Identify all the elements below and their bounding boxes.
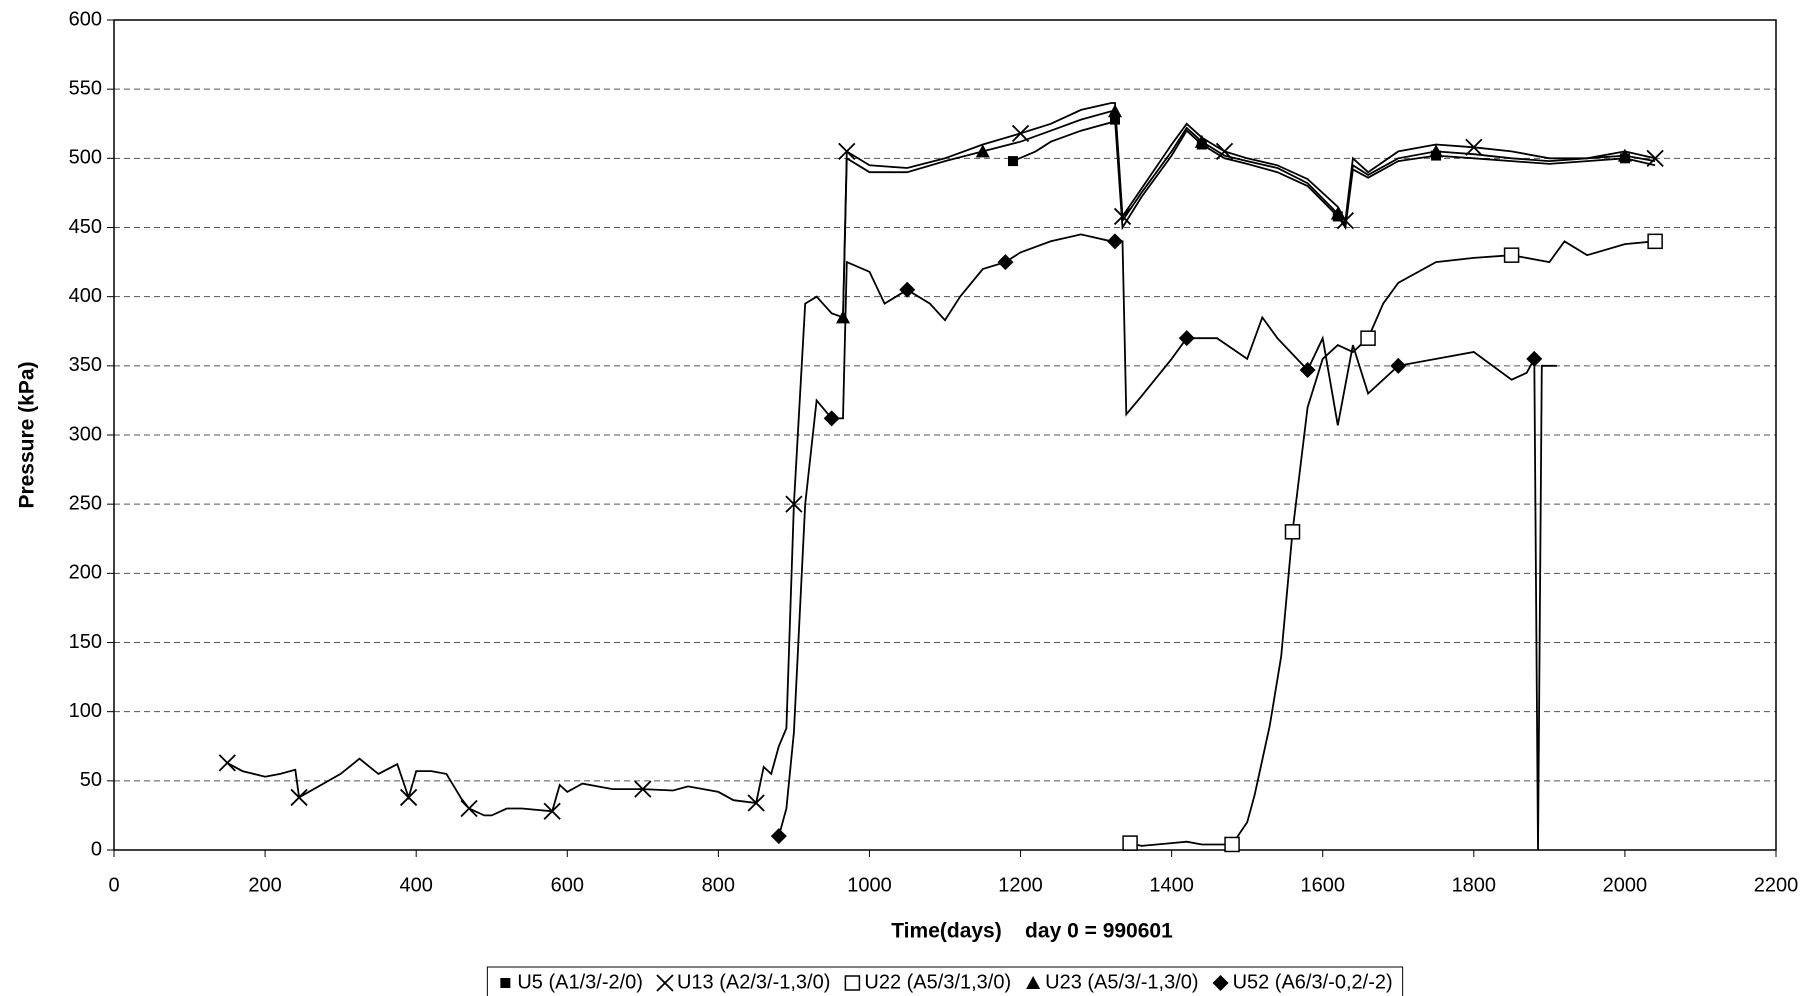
- marker: [975, 144, 990, 158]
- x-tick-label: 1200: [998, 874, 1043, 896]
- marker: [1212, 975, 1229, 991]
- x-tick-label: 1600: [1300, 874, 1345, 896]
- marker: [836, 310, 851, 324]
- x-tick-label: 800: [702, 874, 735, 896]
- marker: [997, 254, 1014, 271]
- x-axis-title: Time(days) day 0 = 990601: [891, 920, 1173, 943]
- marker: [399, 788, 418, 807]
- legend-label: U22 (A5/3/1,3/0): [864, 971, 1011, 993]
- marker: [1330, 206, 1345, 220]
- marker: [1503, 247, 1520, 263]
- marker: [1646, 149, 1664, 167]
- marker: [1107, 104, 1122, 118]
- series-line: [777, 233, 1557, 851]
- marker: [1011, 124, 1030, 143]
- y-tick-label: 600: [69, 8, 102, 30]
- marker: [1106, 233, 1123, 250]
- marker: [899, 281, 916, 298]
- series-line: [1012, 117, 1656, 231]
- marker: [1194, 134, 1209, 148]
- legend-label: U5 (A1/3/-2/0): [517, 971, 643, 993]
- marker: [844, 975, 861, 991]
- plot-frame: [113, 19, 1777, 851]
- legend-frame: [486, 966, 1404, 996]
- legend-label: U23 (A5/3/-1,3/0): [1045, 971, 1198, 993]
- legend-label: U13 (A2/3/-1,3/0): [677, 971, 830, 993]
- y-tick-label: 350: [69, 354, 102, 376]
- x-tick-label: 2200: [1754, 874, 1799, 896]
- marker: [634, 780, 652, 798]
- x-tick-label: 0: [108, 874, 119, 896]
- marker: [1178, 330, 1195, 347]
- y-tick-label: 450: [69, 216, 102, 238]
- marker: [770, 828, 787, 845]
- marker: [460, 799, 478, 818]
- marker: [1429, 144, 1444, 158]
- marker: [747, 794, 765, 812]
- y-tick-label: 100: [69, 700, 102, 722]
- legend: U5 (A1/3/-2/0) U13 (A2/3/-1,3/0) U22 (A5/3…: [500, 971, 1393, 993]
- series-line: [1129, 240, 1656, 847]
- series-line: [226, 102, 1656, 817]
- marker: [1284, 524, 1301, 540]
- marker: [838, 142, 856, 161]
- marker: [1465, 138, 1483, 156]
- y-tick-label: 550: [69, 77, 102, 99]
- x-tick-label: 1000: [847, 874, 892, 896]
- marker: [1360, 330, 1376, 346]
- y-tick-label: 500: [69, 147, 102, 169]
- marker: [1026, 976, 1041, 989]
- marker: [1299, 361, 1316, 378]
- y-tick-label: 150: [69, 631, 102, 653]
- marker: [500, 978, 511, 988]
- x-tick-label: 400: [399, 874, 432, 896]
- marker: [1390, 357, 1407, 374]
- marker: [1617, 148, 1632, 162]
- y-tick-label: 400: [69, 285, 102, 307]
- y-tick-label: 300: [69, 423, 102, 445]
- marker: [785, 495, 803, 513]
- y-tick-label: 0: [91, 838, 102, 860]
- y-tick-label: 200: [69, 562, 102, 584]
- x-tick-label: 1400: [1149, 874, 1194, 896]
- x-tick-label: 200: [248, 874, 281, 896]
- y-tick-label: 50: [80, 769, 102, 791]
- marker: [218, 754, 236, 772]
- series-line: [842, 110, 1656, 318]
- x-tick-label: 2000: [1603, 874, 1648, 896]
- marker: [1647, 233, 1663, 250]
- x-tick-label: 600: [551, 874, 584, 896]
- legend-label: U52 (A6/3/-0,2/-2): [1233, 971, 1393, 993]
- marker: [1122, 835, 1138, 851]
- x-tick-label: 1800: [1452, 874, 1497, 896]
- y-tick-label: 250: [69, 492, 102, 514]
- marker: [1007, 156, 1018, 167]
- marker: [656, 974, 674, 992]
- marker: [1224, 836, 1240, 853]
- y-axis-title: Pressure (kPa): [16, 361, 39, 508]
- marker: [543, 802, 561, 820]
- marker: [290, 788, 308, 807]
- marker: [1526, 350, 1543, 367]
- marker: [823, 410, 840, 427]
